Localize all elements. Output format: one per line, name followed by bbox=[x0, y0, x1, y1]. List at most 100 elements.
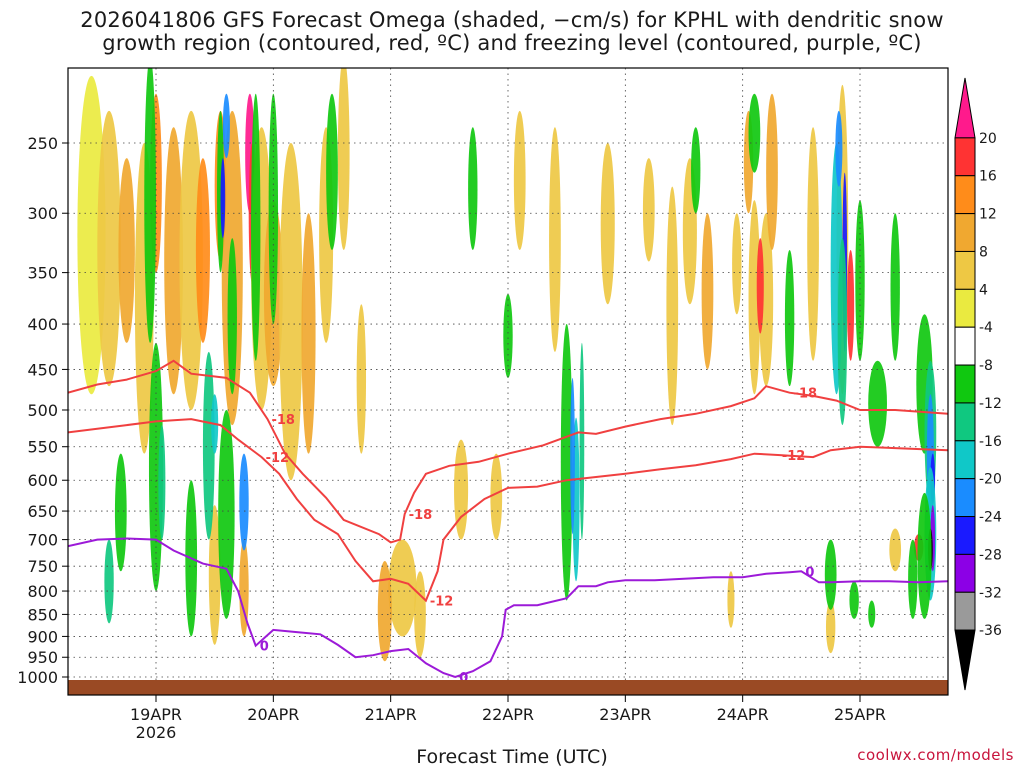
y-tick-label: 800 bbox=[27, 582, 58, 601]
contour--18 bbox=[68, 359, 948, 544]
omega-blob bbox=[218, 410, 235, 619]
omega-blob bbox=[868, 360, 887, 447]
y-axis: 250 300 350 400 450 500 550 600 650 700 750 800 850 9… bbox=[17, 134, 68, 687]
colorbar-top-arrow bbox=[954, 77, 976, 139]
chart-title-line-2: growth region (contoured, red, ºC) and f… bbox=[102, 31, 922, 55]
omega-blob bbox=[468, 127, 478, 250]
x-tick-label: 21APR bbox=[365, 705, 417, 724]
omega-blob bbox=[837, 238, 848, 426]
omega-blob bbox=[326, 93, 338, 250]
omega-blob bbox=[388, 539, 417, 637]
omega-blob bbox=[114, 453, 127, 572]
omega-blob bbox=[251, 93, 261, 361]
y-tick-label: 350 bbox=[27, 264, 58, 283]
omega-blob bbox=[202, 351, 215, 540]
omega-blob bbox=[756, 238, 764, 334]
omega-blob bbox=[579, 342, 585, 540]
omega-blob bbox=[570, 377, 575, 535]
omega-blob bbox=[356, 304, 367, 454]
omega-blob bbox=[600, 143, 615, 305]
omega-blob bbox=[220, 158, 226, 239]
omega-blob bbox=[144, 68, 156, 343]
colorbar-swatch bbox=[954, 478, 976, 518]
omega-blob bbox=[503, 294, 513, 378]
colorbar-label: -24 bbox=[979, 510, 1002, 526]
colorbar-swatch bbox=[954, 553, 976, 593]
y-tick-label: 750 bbox=[27, 557, 58, 576]
omega-blob bbox=[227, 238, 237, 395]
credit-link[interactable]: coolwx.com/models bbox=[857, 746, 1014, 764]
colorbar-bottom-arrow bbox=[954, 629, 976, 691]
contour-label: -18 bbox=[794, 387, 818, 402]
contour-lines: -18 -18 -18 -12 -12 -12 0 0 0 bbox=[68, 359, 948, 680]
contour-label: -18 bbox=[409, 508, 433, 523]
omega-blob bbox=[560, 324, 573, 601]
omega-blob bbox=[104, 539, 114, 624]
colorbar-label: -16 bbox=[979, 434, 1002, 450]
omega-blob bbox=[748, 200, 761, 395]
omega-blob bbox=[239, 539, 249, 637]
colorbar-swatch bbox=[954, 364, 976, 404]
colorbar-label: -4 bbox=[979, 320, 993, 336]
omega-blob bbox=[807, 127, 819, 361]
y-tick-label: 250 bbox=[27, 134, 58, 153]
y-tick-label: 300 bbox=[27, 204, 58, 223]
omega-blob bbox=[847, 249, 855, 361]
omega-blob bbox=[377, 561, 392, 662]
colorbar-label: 16 bbox=[979, 169, 997, 185]
x-tick-label: 23APR bbox=[599, 705, 651, 724]
x-axis-title: Forecast Time (UTC) bbox=[416, 746, 608, 768]
x-axis: 2026 19APR 20APR 21APR 22APR 23APR 24APR 25APR bbox=[130, 695, 886, 742]
omega-blob bbox=[239, 453, 249, 551]
omega-blob bbox=[825, 600, 836, 654]
y-tick-label: 850 bbox=[27, 605, 58, 624]
omega-blob bbox=[824, 539, 837, 610]
colorbar-label: 8 bbox=[979, 244, 988, 260]
y-tick-label: 400 bbox=[27, 315, 58, 334]
omega-blob bbox=[195, 158, 210, 343]
colorbar-swatch bbox=[954, 516, 976, 555]
omega-blob bbox=[279, 142, 303, 481]
colorbar-label: 20 bbox=[979, 131, 997, 147]
omega-blob bbox=[208, 505, 221, 645]
omega-blob bbox=[337, 68, 350, 250]
omega-blob bbox=[701, 213, 714, 370]
colorbar: 20 16 12 8 4 -4 -8 -12 -16 -20 -24 -28 -32 -36 bbox=[954, 77, 1002, 691]
omega-blob bbox=[164, 127, 183, 395]
omega-blob bbox=[301, 213, 316, 454]
omega-blob bbox=[148, 342, 164, 592]
y-tick-label: 550 bbox=[27, 438, 58, 457]
colorbar-swatch bbox=[954, 288, 976, 328]
colorbar-swatch bbox=[954, 213, 976, 252]
grid-lines bbox=[68, 68, 948, 680]
omega-blob bbox=[666, 186, 679, 426]
colorbar-swatch bbox=[954, 137, 976, 177]
omega-blob bbox=[691, 127, 701, 214]
x-tick-label: 24APR bbox=[717, 705, 769, 724]
omega-blob bbox=[179, 110, 203, 410]
y-tick-label: 650 bbox=[27, 502, 58, 521]
colorbar-label: 4 bbox=[979, 282, 988, 298]
terrain-ground bbox=[68, 680, 948, 695]
colorbar-swatch bbox=[954, 250, 976, 290]
y-tick-label: 500 bbox=[27, 401, 58, 420]
omega-blob bbox=[732, 213, 742, 315]
omega-blob bbox=[97, 110, 121, 387]
chart-title-line-1: 2026041806 GFS Forecast Omega (shaded, −… bbox=[80, 8, 944, 32]
omega-blob bbox=[849, 581, 859, 619]
contour-label: -12 bbox=[266, 451, 290, 466]
omega-blob bbox=[835, 110, 843, 187]
colorbar-label: -12 bbox=[979, 396, 1002, 412]
omega-blob bbox=[766, 93, 778, 250]
x-tick-label: 25APR bbox=[834, 705, 886, 724]
omega-blob bbox=[222, 93, 230, 159]
omega-blob bbox=[908, 539, 918, 619]
omega-blob bbox=[889, 528, 902, 572]
omega-blob bbox=[490, 453, 503, 540]
colorbar-label: -8 bbox=[979, 358, 993, 374]
omega-blob bbox=[727, 571, 735, 628]
omega-blob bbox=[855, 200, 865, 361]
colorbar-label: -32 bbox=[979, 585, 1002, 601]
colorbar-swatch bbox=[954, 326, 976, 366]
